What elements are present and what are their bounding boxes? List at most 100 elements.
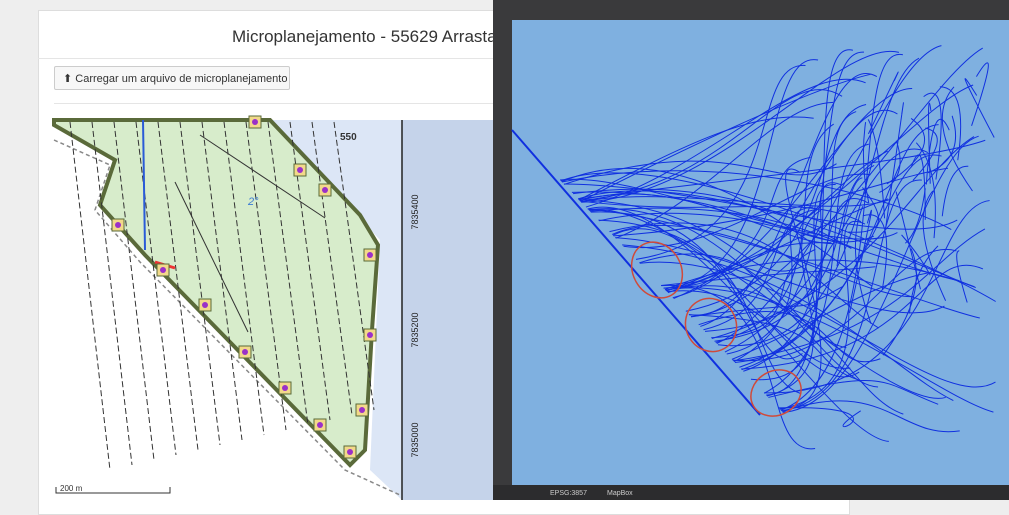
track	[910, 154, 926, 220]
track	[928, 102, 932, 184]
upload-label: Carregar um arquivo de microplanejamento	[75, 73, 288, 85]
track	[854, 206, 872, 324]
track	[587, 206, 889, 442]
divider	[54, 103, 834, 104]
marker-dot	[347, 449, 353, 455]
track	[766, 209, 822, 397]
track	[731, 272, 929, 360]
planting-row	[113, 121, 155, 461]
track	[734, 182, 842, 363]
map-water	[402, 120, 493, 500]
marker-dot	[282, 385, 288, 391]
track	[666, 290, 851, 369]
direction-arrow	[199, 134, 326, 219]
direction-arrow	[174, 181, 249, 333]
track	[901, 234, 931, 276]
track	[925, 118, 950, 185]
map-label: 550	[340, 132, 357, 143]
marker-dot	[367, 332, 373, 338]
track	[559, 178, 898, 240]
planting-rows	[69, 121, 375, 471]
track	[927, 115, 956, 174]
planting-row	[91, 121, 133, 466]
track	[580, 73, 871, 202]
track	[564, 160, 837, 185]
track	[780, 54, 903, 411]
track	[704, 165, 875, 332]
route-line	[142, 119, 146, 251]
crs-label: EPSG:3857	[550, 490, 587, 497]
planting-row	[69, 121, 111, 471]
marker-dot	[202, 302, 208, 308]
marker-dot	[322, 187, 328, 193]
track	[665, 84, 974, 291]
track	[590, 211, 803, 360]
track	[665, 287, 994, 413]
planting-row	[179, 121, 221, 446]
track	[886, 118, 926, 185]
track	[663, 59, 819, 289]
basemap-label: MapBox	[607, 490, 633, 497]
track	[639, 261, 996, 388]
track	[884, 102, 904, 230]
track	[848, 187, 880, 233]
marker-dot	[160, 267, 166, 273]
track	[867, 71, 899, 135]
planting-row	[135, 121, 177, 456]
track	[766, 49, 854, 396]
track	[700, 73, 878, 327]
highlight-ellipse	[630, 241, 684, 299]
track	[561, 167, 873, 287]
planting-row	[245, 121, 287, 431]
northing-label: 7835000	[410, 422, 420, 457]
marker-dot	[317, 422, 323, 428]
track	[879, 140, 901, 193]
track	[941, 86, 973, 192]
map-label: 2°	[247, 196, 259, 208]
track	[716, 45, 942, 345]
track	[690, 285, 844, 318]
track	[912, 127, 938, 181]
marker-dot	[115, 222, 121, 228]
track	[733, 228, 986, 362]
track	[665, 285, 904, 415]
marker-dot	[242, 349, 248, 355]
track	[611, 224, 914, 298]
track	[563, 183, 958, 230]
gis-map-canvas	[512, 20, 1009, 485]
scale-bar	[55, 487, 171, 494]
track	[882, 248, 917, 356]
planting-row	[311, 121, 353, 416]
track	[615, 101, 834, 239]
track	[778, 407, 861, 428]
divider	[38, 58, 848, 59]
planting-row	[267, 121, 309, 426]
track	[905, 188, 926, 244]
track	[732, 248, 957, 362]
track	[609, 222, 879, 329]
track	[635, 64, 806, 260]
upload-button[interactable]: ⬆︎ Carregar um arquivo de microplanejame…	[54, 66, 290, 90]
track	[726, 51, 865, 355]
track	[589, 207, 866, 253]
track	[867, 119, 886, 219]
track	[741, 264, 984, 370]
track	[956, 250, 968, 303]
track	[661, 266, 876, 286]
track	[689, 314, 860, 381]
track	[862, 122, 870, 204]
field-border	[53, 139, 401, 496]
track	[781, 179, 922, 412]
marker-dot	[367, 252, 373, 258]
track	[915, 142, 936, 239]
planting-row	[223, 121, 265, 436]
northing-label: 7835400	[410, 194, 420, 229]
northing-label: 7835200	[410, 312, 420, 347]
marker-dot	[297, 167, 303, 173]
highlight-ellipse	[684, 297, 738, 353]
track	[964, 78, 995, 138]
track	[923, 92, 942, 180]
track	[768, 379, 939, 405]
